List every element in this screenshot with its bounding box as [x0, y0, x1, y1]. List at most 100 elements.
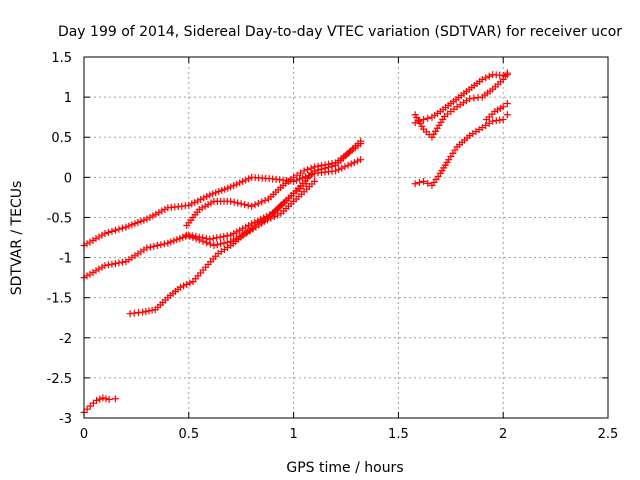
- data-point: [142, 308, 150, 316]
- data-point: [341, 163, 349, 171]
- data-series-3: [183, 140, 365, 229]
- data-point: [180, 282, 188, 290]
- data-point: [115, 259, 123, 267]
- data-point: [192, 235, 200, 243]
- data-point: [204, 201, 212, 209]
- data-point: [170, 237, 178, 245]
- data-point: [95, 233, 103, 241]
- data-point: [139, 308, 147, 316]
- data-point: [104, 228, 112, 236]
- data-point: [318, 162, 326, 170]
- data-point: [302, 180, 310, 188]
- data-point: [194, 197, 202, 205]
- data-point: [207, 199, 215, 207]
- data-point: [236, 179, 244, 187]
- data-series-5: [126, 180, 310, 318]
- data-points: [80, 69, 511, 416]
- data-point: [311, 177, 319, 185]
- data-point: [503, 69, 511, 77]
- y-tick-label: -0.5: [47, 211, 72, 226]
- data-point: [270, 213, 278, 221]
- y-tick-label: 1.5: [51, 51, 72, 66]
- data-point: [503, 100, 511, 108]
- data-point: [227, 183, 235, 191]
- data-point: [338, 164, 346, 172]
- y-tick-label: -2.5: [47, 372, 72, 387]
- data-point: [248, 202, 256, 210]
- data-point: [179, 233, 187, 241]
- data-point: [111, 260, 119, 268]
- data-point: [251, 201, 259, 209]
- data-point: [203, 239, 211, 247]
- data-point: [478, 75, 486, 83]
- data-point: [92, 267, 100, 275]
- data-point: [314, 162, 322, 170]
- data-point: [149, 212, 157, 220]
- data-point: [128, 221, 136, 229]
- data-point: [164, 239, 172, 247]
- data-point: [217, 240, 225, 248]
- data-point: [186, 232, 194, 240]
- data-point: [209, 234, 217, 242]
- data-point: [95, 265, 103, 273]
- data-series-7: [411, 71, 511, 127]
- data-point: [344, 161, 352, 169]
- data-point: [108, 260, 116, 268]
- data-point: [350, 158, 358, 166]
- data-point: [200, 194, 208, 202]
- data-point: [134, 218, 142, 226]
- data-point: [220, 239, 228, 247]
- data-point: [195, 205, 203, 213]
- data-point: [118, 224, 126, 232]
- y-tick-label: -3: [59, 412, 72, 427]
- data-point: [83, 240, 91, 248]
- grid-lines: [84, 57, 608, 418]
- data-point: [189, 234, 197, 241]
- data-point: [503, 111, 511, 119]
- plot-frame: [83, 56, 609, 419]
- x-tick-label: 0.5: [178, 427, 199, 442]
- data-point: [198, 204, 206, 212]
- data-point: [224, 184, 232, 192]
- data-point: [83, 405, 91, 413]
- data-point: [195, 236, 203, 244]
- data-point: [220, 232, 228, 240]
- data-point: [242, 176, 250, 184]
- data-point: [83, 272, 91, 280]
- data-point: [158, 207, 166, 215]
- data-series-8: [411, 69, 511, 141]
- data-point: [254, 217, 262, 225]
- data-point: [111, 395, 119, 403]
- data-point: [199, 237, 207, 245]
- data-point: [308, 170, 316, 178]
- data-point: [218, 186, 226, 194]
- data-point: [213, 241, 221, 249]
- x-tick-label: 2.5: [598, 427, 619, 442]
- data-point: [96, 395, 104, 403]
- data-point: [183, 280, 191, 288]
- data-point: [104, 261, 112, 269]
- data-point: [239, 225, 247, 233]
- data-point: [206, 191, 214, 199]
- data-point: [167, 238, 175, 246]
- data-point: [160, 240, 168, 248]
- data-point: [146, 213, 154, 221]
- data-point: [357, 156, 365, 164]
- data-series-10: [482, 100, 511, 124]
- data-point: [186, 279, 194, 287]
- data-point: [143, 244, 151, 252]
- data-point: [304, 166, 312, 174]
- y-tick-label: -1: [59, 252, 72, 267]
- data-point: [239, 177, 247, 185]
- data-point: [122, 223, 130, 231]
- data-point: [482, 74, 490, 82]
- x-axis-label: GPS time / hours: [286, 460, 403, 476]
- data-point: [230, 229, 238, 237]
- data-point: [420, 116, 428, 124]
- data-point: [236, 226, 244, 234]
- data-point: [254, 199, 262, 207]
- data-point: [347, 160, 355, 168]
- data-point: [499, 103, 507, 111]
- data-series-2: [80, 137, 365, 282]
- data-point: [86, 270, 94, 278]
